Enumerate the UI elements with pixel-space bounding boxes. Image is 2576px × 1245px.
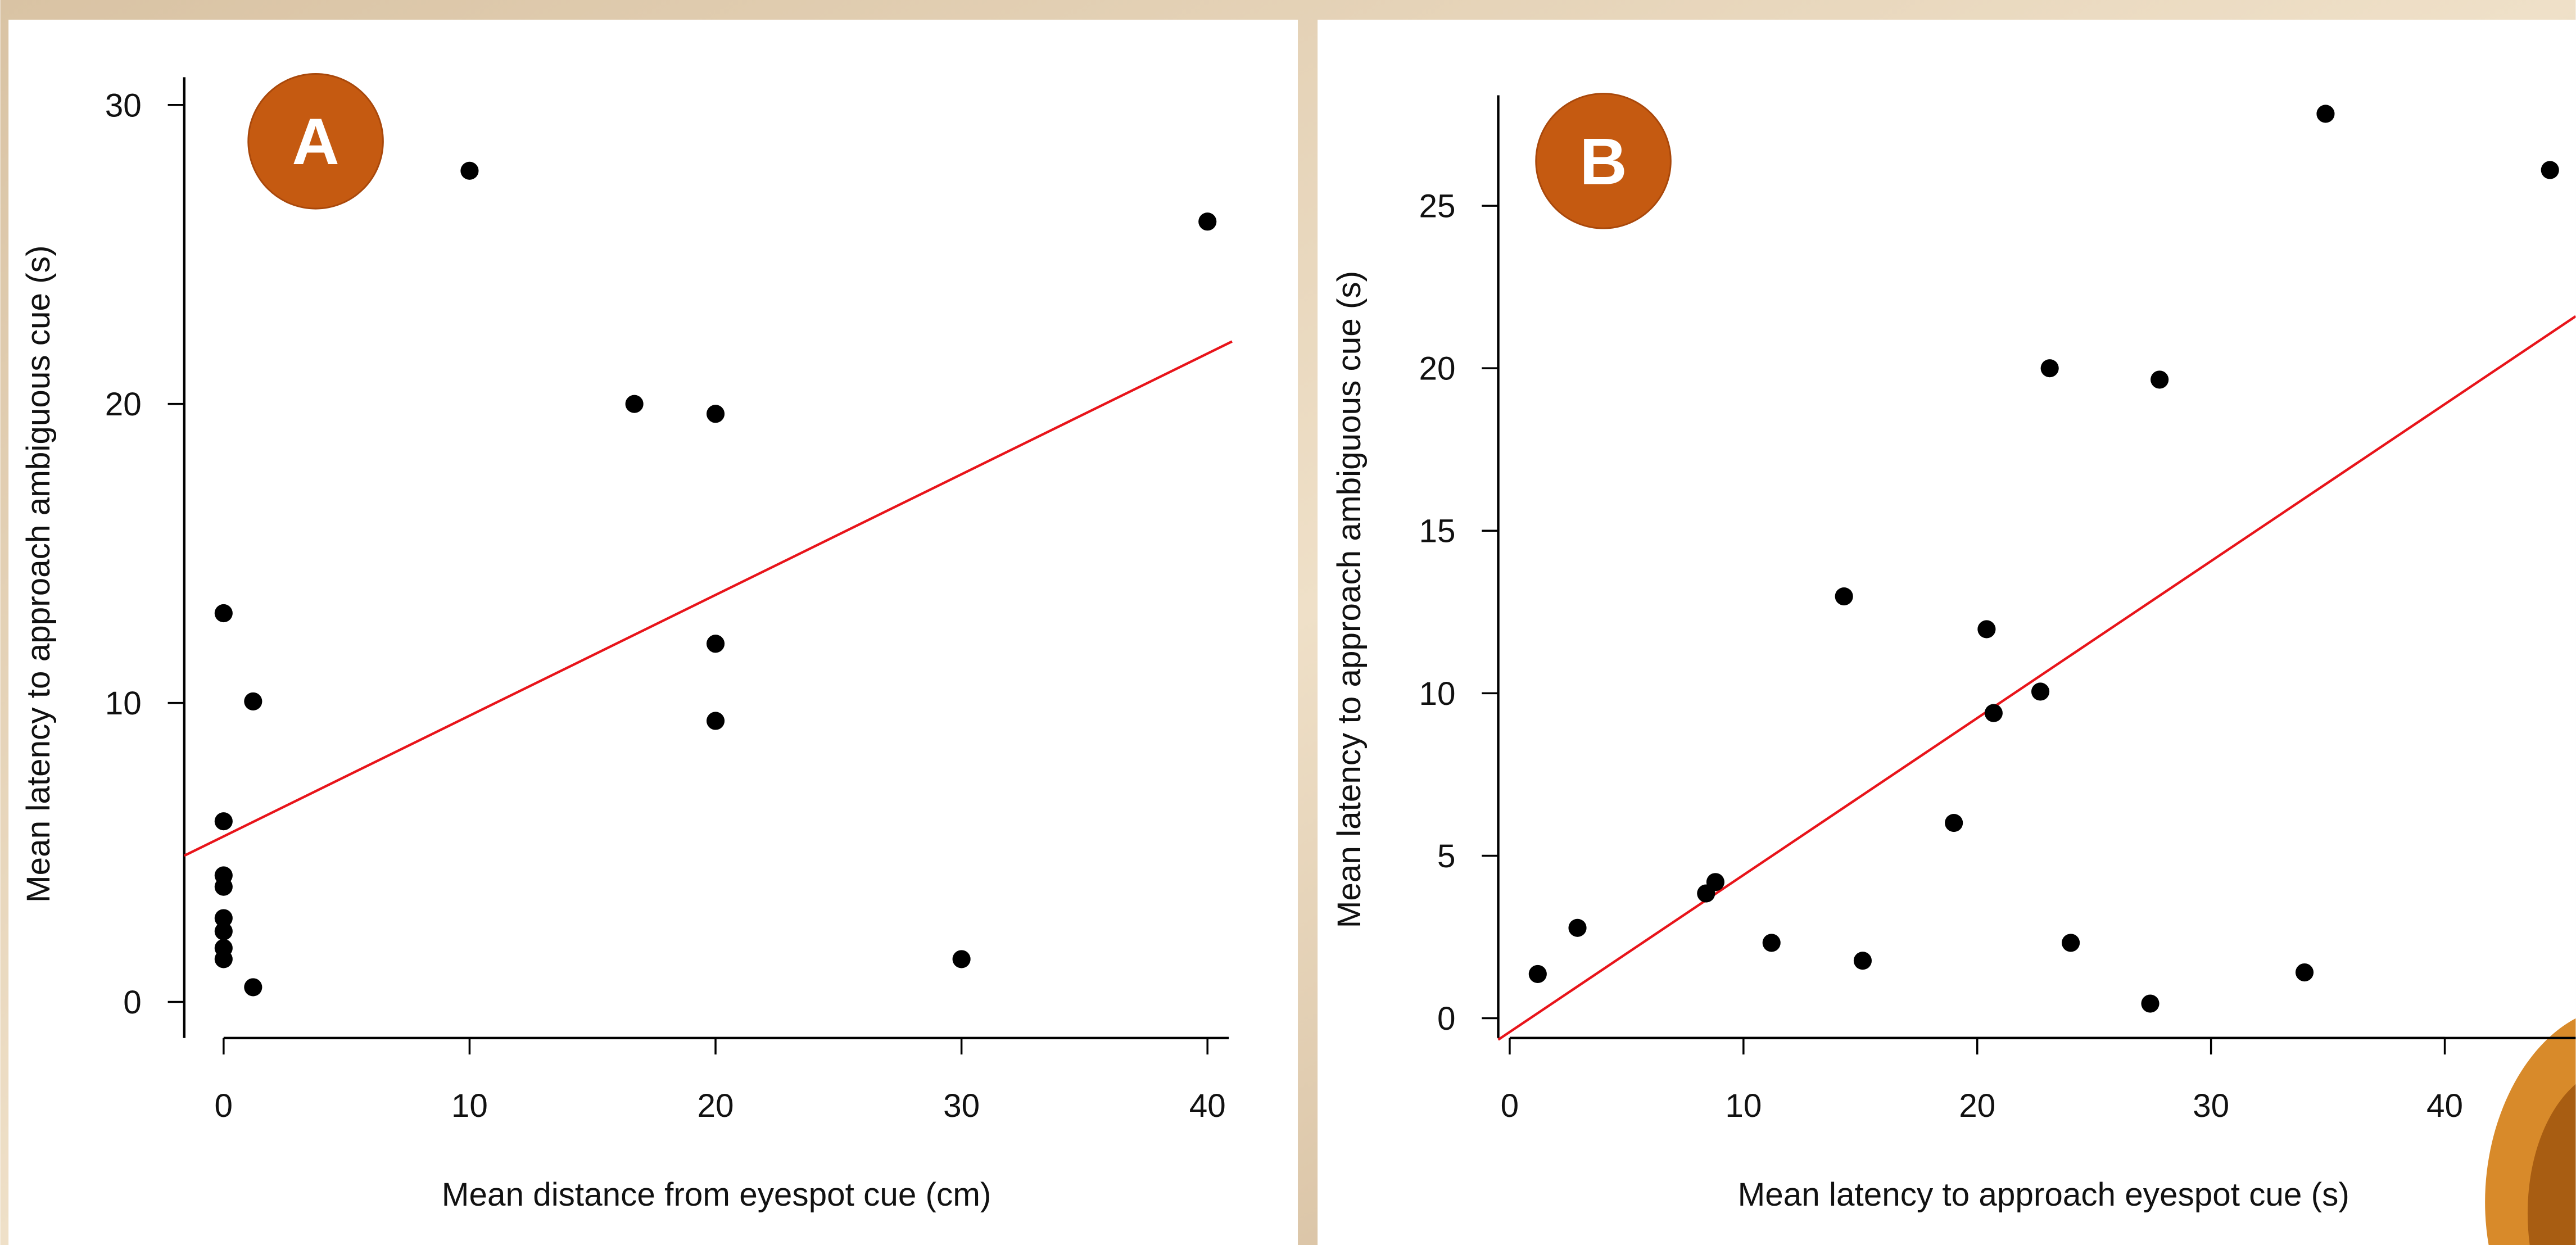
- x-tick-label: 10: [1725, 1088, 1762, 1124]
- y-tick-label: 20: [1419, 351, 1456, 387]
- data-point: [1835, 587, 1853, 605]
- data-point: [244, 978, 262, 996]
- y-tick-label: 10: [1419, 676, 1456, 712]
- x-tick-label: 10: [451, 1088, 488, 1124]
- data-point: [2062, 934, 2080, 952]
- data-point: [244, 692, 262, 710]
- data-point: [1198, 212, 1216, 230]
- y-tick-label: 5: [1437, 838, 1456, 875]
- data-point: [2031, 682, 2049, 700]
- data-point: [215, 604, 233, 622]
- chart: 0 10 20 30 40 0 10 20 30 Mean distance from eyesp…: [0, 0, 2576, 1245]
- y-axis-title: Mean latency to approach ambiguous cue (…: [1331, 271, 1368, 928]
- y-axis-title: Mean latency to approach ambiguous cue (…: [20, 246, 57, 903]
- y-tick-label: 0: [1437, 1000, 1456, 1037]
- x-tick-label: 40: [1189, 1088, 1226, 1124]
- data-point: [2151, 370, 2168, 388]
- x-axis-title: Mean distance from eyespot cue (cm): [442, 1176, 992, 1213]
- data-point: [1977, 620, 1995, 638]
- data-point: [953, 950, 971, 968]
- data-point: [707, 405, 725, 423]
- y-tick-label: 0: [123, 984, 142, 1021]
- data-point: [707, 635, 725, 653]
- y-tick-label: 30: [105, 87, 142, 124]
- data-point: [2141, 994, 2159, 1012]
- x-tick-label: 30: [943, 1088, 980, 1124]
- data-point: [1706, 873, 1724, 891]
- x-tick-label: 40: [2426, 1088, 2463, 1124]
- data-point: [1945, 814, 1963, 832]
- data-point: [1854, 952, 1872, 970]
- data-point: [1568, 919, 1586, 937]
- y-tick-label: 10: [105, 685, 142, 722]
- data-point: [215, 812, 233, 830]
- data-point: [215, 922, 233, 940]
- x-tick-label: 20: [1959, 1088, 1995, 1124]
- x-tick-label: 30: [2193, 1088, 2229, 1124]
- data-point: [707, 712, 725, 730]
- x-tick-label: 0: [215, 1088, 233, 1124]
- data-point: [1985, 704, 2003, 722]
- y-tick-label: 15: [1419, 513, 1456, 550]
- x-tick-label: 0: [1501, 1088, 1519, 1124]
- data-point: [215, 878, 233, 896]
- y-tick-label: 25: [1419, 188, 1456, 225]
- data-point: [215, 950, 233, 968]
- data-point: [1529, 965, 1547, 983]
- panel-b: [1318, 20, 2575, 1245]
- data-point: [1763, 934, 1781, 952]
- data-point: [2041, 359, 2059, 377]
- panel-a: [8, 20, 1298, 1245]
- x-tick-label: 20: [698, 1088, 734, 1124]
- panel-label: A: [292, 105, 339, 178]
- page: {"chart_data": [ {"type": "scatter", "pa…: [0, 0, 2576, 1245]
- x-axis-title: Mean latency to approach eyespot cue (s): [1738, 1176, 2349, 1213]
- data-point: [2541, 161, 2559, 179]
- data-point: [2296, 963, 2314, 981]
- data-point: [626, 395, 644, 413]
- data-point: [2316, 105, 2334, 123]
- panel-label: B: [1579, 124, 1627, 198]
- data-point: [460, 162, 478, 180]
- y-tick-label: 20: [105, 386, 142, 423]
